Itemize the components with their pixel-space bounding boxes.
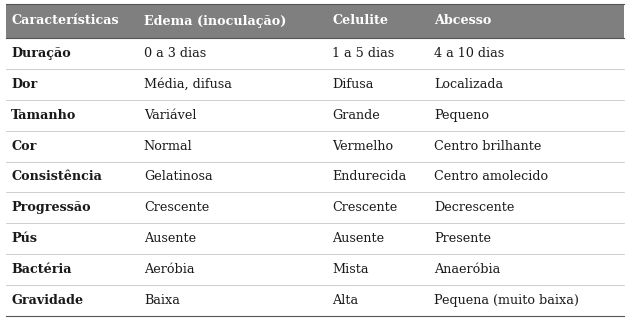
Text: Difusa: Difusa [333,78,374,91]
Text: Características: Características [11,14,118,28]
Text: Endurecida: Endurecida [333,171,406,183]
Bar [6,4,624,38]
Text: Progressão: Progressão [11,201,91,214]
Text: Consistência: Consistência [11,171,102,183]
Text: Bactéria: Bactéria [11,263,71,276]
Text: Pequeno: Pequeno [434,109,490,122]
Text: Crescente: Crescente [144,201,209,214]
Text: Decrescente: Decrescente [434,201,515,214]
Text: Abcesso: Abcesso [434,14,491,28]
Text: Pús: Pús [11,232,37,245]
Text: Cor: Cor [11,140,37,153]
Text: Aeróbia: Aeróbia [144,263,195,276]
Text: 1 a 5 dias: 1 a 5 dias [333,47,394,60]
Text: Mista: Mista [333,263,369,276]
Text: Normal: Normal [144,140,193,153]
Text: Gelatinosa: Gelatinosa [144,171,212,183]
Text: Duração: Duração [11,47,71,60]
Text: 4 a 10 dias: 4 a 10 dias [434,47,505,60]
Text: Celulite: Celulite [333,14,388,28]
Text: Média, difusa: Média, difusa [144,78,232,91]
Text: Ausente: Ausente [144,232,196,245]
Text: Vermelho: Vermelho [333,140,394,153]
Text: Centro brilhante: Centro brilhante [434,140,542,153]
Text: Variável: Variável [144,109,197,122]
Text: Alta: Alta [333,294,358,307]
Text: Crescente: Crescente [333,201,398,214]
Text: Presente: Presente [434,232,491,245]
Text: Baixa: Baixa [144,294,180,307]
Text: Tamanho: Tamanho [11,109,76,122]
Text: Grande: Grande [333,109,380,122]
Text: Anaeróbia: Anaeróbia [434,263,501,276]
Text: Edema (inoculação): Edema (inoculação) [144,14,286,28]
Text: Gravidade: Gravidade [11,294,83,307]
Text: Ausente: Ausente [333,232,384,245]
Text: Dor: Dor [11,78,37,91]
Text: Localizada: Localizada [434,78,503,91]
Text: Pequena (muito baixa): Pequena (muito baixa) [434,294,580,307]
Text: Centro amolecido: Centro amolecido [434,171,549,183]
Text: 0 a 3 dias: 0 a 3 dias [144,47,206,60]
